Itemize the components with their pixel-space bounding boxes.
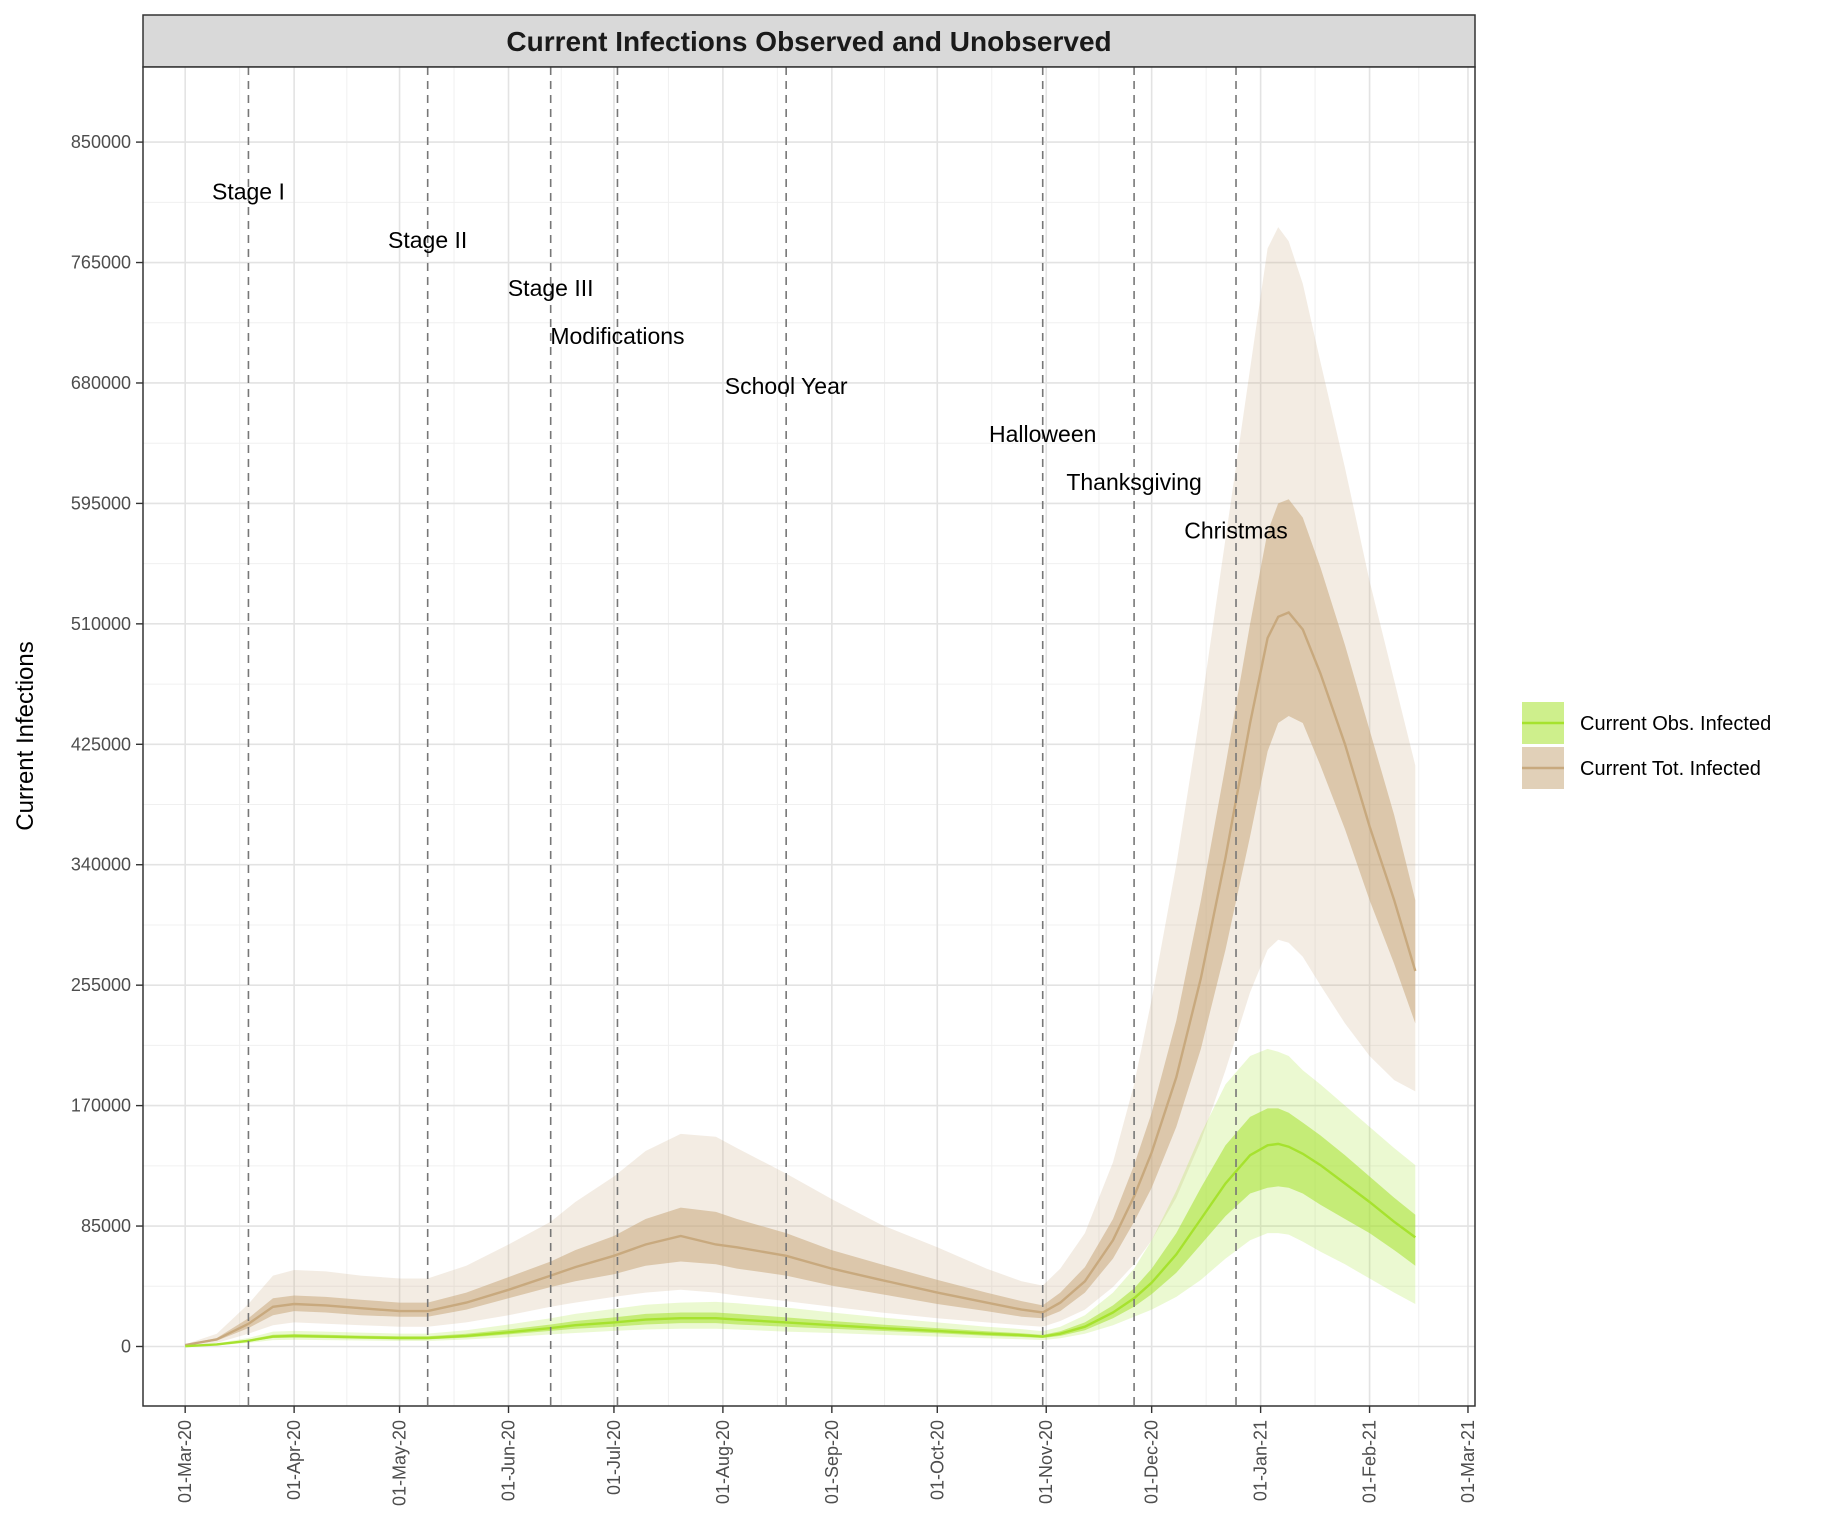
y-tick-label: 170000	[71, 1096, 131, 1116]
y-axis: 0 85000 170000 255000 340000 425000 510000 5950…	[71, 132, 143, 1356]
x-tick-label: 01-Jul-20	[604, 1420, 624, 1495]
x-tick-label: 01-Aug-20	[713, 1420, 733, 1504]
median-lines	[184, 611, 1417, 1348]
line-series-1	[185, 1142, 1417, 1348]
y-tick-label: 425000	[71, 734, 131, 754]
title-strip-box	[142, 14, 1476, 68]
event-label: Stage III	[508, 275, 594, 301]
uncertainty-bands	[185, 227, 1416, 1347]
y-tick-label: 595000	[71, 493, 131, 513]
y-tick-label: 0	[121, 1336, 131, 1356]
band-90-series-0	[185, 227, 1416, 1346]
x-tick-label: 01-May-20	[390, 1420, 410, 1506]
plot-panel-border	[142, 66, 1476, 1407]
x-axis: 01-Mar-20 01-Apr-20 01-May-20 01-Jun-20 01-J…	[175, 1406, 1478, 1506]
y-tick-label: 510000	[71, 614, 131, 634]
x-tick-label: 01-Sep-20	[822, 1420, 842, 1504]
x-tick-label: 01-Nov-20	[1036, 1420, 1056, 1504]
band-50-series-0	[185, 499, 1416, 1346]
event-label: Thanksgiving	[1066, 469, 1202, 495]
legend-label: Current Obs. Infected	[1580, 713, 1771, 735]
title-strip: Current Infections Observed and Unobserv…	[142, 14, 1476, 68]
y-tick-label: 255000	[71, 975, 131, 995]
event-label: School Year	[725, 373, 848, 399]
event-label: Stage II	[388, 227, 467, 253]
chart-title: Current Infections Observed and Unobserv…	[506, 26, 1111, 57]
event-label: Modifications	[550, 323, 684, 349]
event-label: Christmas	[1184, 517, 1288, 543]
y-tick-label: 85000	[81, 1216, 131, 1236]
legend-label: Current Tot. Infected	[1580, 758, 1761, 780]
y-axis-label: Current Infections	[12, 641, 39, 830]
x-tick-label: 01-Feb-21	[1360, 1420, 1380, 1503]
legend: Current Obs. Infected Current Tot. Infect…	[1522, 702, 1771, 789]
x-tick-label: 01-Jun-20	[499, 1420, 519, 1501]
event-label: Halloween	[989, 421, 1096, 447]
y-tick-label: 340000	[71, 855, 131, 875]
line-series-0	[184, 611, 1417, 1347]
event-markers: Stage I Stage II Stage III Modifications Sch…	[212, 67, 1288, 1406]
minor-gridlines	[143, 67, 1475, 1406]
x-tick-label: 01-Apr-20	[284, 1420, 304, 1500]
y-tick-label: 850000	[71, 132, 131, 152]
event-label: Stage I	[212, 179, 285, 205]
x-tick-label: 01-Dec-20	[1142, 1420, 1162, 1504]
x-tick-label: 01-Jan-21	[1251, 1420, 1271, 1501]
x-tick-label: 01-Mar-20	[175, 1420, 195, 1503]
band-90-series-1	[185, 1048, 1416, 1347]
y-tick-label: 765000	[71, 253, 131, 273]
x-tick-label: 01-Oct-20	[927, 1420, 947, 1500]
y-tick-label: 680000	[71, 373, 131, 393]
x-tick-label: 01-Mar-21	[1458, 1420, 1478, 1503]
major-gridlines	[143, 67, 1475, 1406]
band-50-series-1	[185, 1108, 1416, 1347]
